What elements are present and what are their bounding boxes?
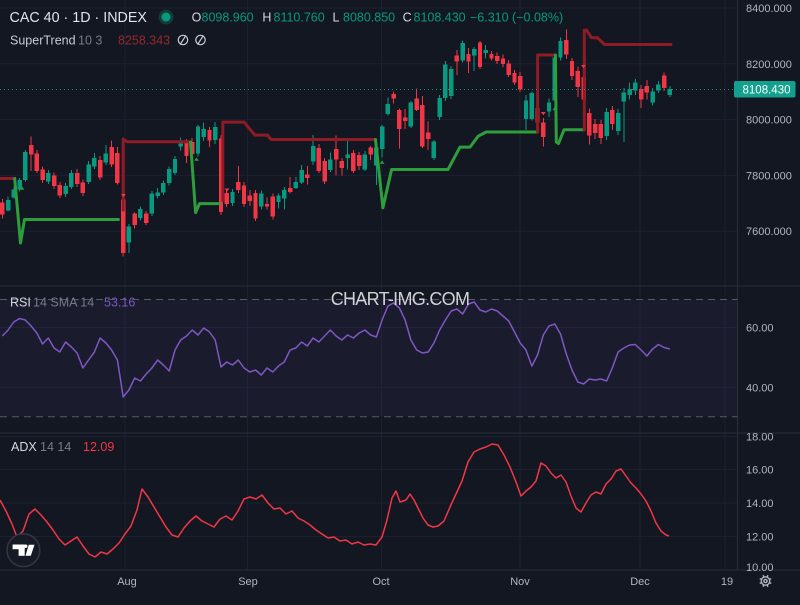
svg-text:16.00: 16.00	[746, 465, 774, 477]
svg-text:C: C	[403, 11, 412, 25]
svg-text:8108.430: 8108.430	[743, 85, 791, 97]
svg-text:ADX: ADX	[11, 440, 37, 454]
svg-text:8000.000: 8000.000	[746, 115, 792, 127]
svg-text:10.00: 10.00	[746, 562, 774, 574]
svg-text:L: L	[333, 11, 340, 25]
svg-text:7800.000: 7800.000	[746, 170, 792, 182]
svg-text:10 3: 10 3	[78, 34, 102, 48]
svg-text:CHART-IMG.COM: CHART-IMG.COM	[331, 289, 470, 309]
svg-text:Aug: Aug	[117, 576, 137, 588]
svg-text:14.00: 14.00	[746, 498, 774, 510]
svg-text:40.00: 40.00	[746, 383, 774, 395]
svg-text:CAC 40 · 1D · INDEX: CAC 40 · 1D · INDEX	[10, 10, 148, 26]
svg-text:8080.850: 8080.850	[343, 11, 395, 25]
svg-text:53.16: 53.16	[104, 296, 135, 310]
svg-text:19: 19	[721, 576, 733, 588]
svg-text:8110.760: 8110.760	[274, 11, 325, 25]
svg-text:60.00: 60.00	[746, 323, 774, 335]
svg-text:Oct: Oct	[372, 576, 389, 588]
svg-text:Sep: Sep	[238, 576, 258, 588]
svg-text:7600.000: 7600.000	[746, 226, 792, 238]
svg-text:RSI: RSI	[10, 296, 31, 310]
svg-text:−6.310 (−0.08%): −6.310 (−0.08%)	[470, 11, 563, 25]
svg-text:8400.000: 8400.000	[746, 3, 792, 15]
svg-text:14 14: 14 14	[40, 440, 71, 454]
svg-text:8258.343: 8258.343	[118, 34, 170, 48]
svg-text:8200.000: 8200.000	[746, 59, 792, 71]
svg-text:Nov: Nov	[510, 576, 530, 588]
svg-text:12.09: 12.09	[83, 440, 114, 454]
svg-text:SuperTrend: SuperTrend	[10, 34, 76, 48]
svg-text:18.00: 18.00	[746, 432, 774, 444]
svg-text:12.00: 12.00	[746, 532, 774, 544]
svg-text:14 SMA 14: 14 SMA 14	[33, 296, 94, 310]
svg-text:Dec: Dec	[630, 576, 650, 588]
svg-text:8098.960: 8098.960	[202, 11, 254, 25]
svg-text:8108.430: 8108.430	[414, 11, 466, 25]
svg-text:H: H	[262, 11, 271, 25]
svg-text:O: O	[192, 11, 202, 25]
